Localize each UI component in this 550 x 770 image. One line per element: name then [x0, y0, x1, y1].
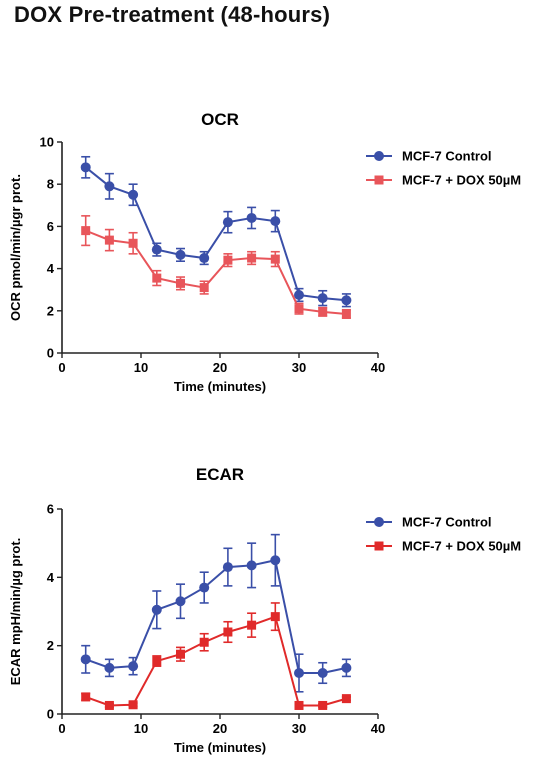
ecar-series-2-legend-label: MCF-7 + DOX 50µM [402, 539, 521, 554]
ocr-series-1-point [222, 217, 233, 228]
ocr-series-1-point [151, 244, 162, 255]
ocr-x-tick-label: 30 [292, 360, 306, 375]
ocr-series-2-point [294, 304, 304, 314]
ocr-series-1-point [317, 293, 328, 304]
ecar-series-1-point [151, 604, 162, 615]
ocr-y-tick-label: 2 [47, 303, 54, 318]
ecar-y-tick-label: 4 [47, 570, 55, 585]
ocr-series-1-point [175, 249, 186, 260]
ocr-series-2-point [176, 278, 185, 288]
ocr-series-2-point [270, 254, 280, 264]
ecar-series-2-point [104, 700, 114, 710]
ecar-series-1-line [85, 559, 347, 674]
ecar-y-tick-label: 2 [47, 638, 54, 653]
ecar-series-1-point [128, 661, 139, 672]
ocr-series-2-point [104, 235, 114, 245]
ocr-series-2-legend-marker [374, 175, 384, 185]
ocr-series-2-point [223, 255, 233, 265]
ocr-series-1-point [341, 295, 352, 306]
ecar-title: ECAR [196, 465, 244, 484]
ocr-y-tick-label: 8 [47, 177, 54, 192]
ecar-y-tick-label: 6 [47, 502, 54, 517]
ocr-x-axis-label: Time (minutes) [174, 379, 266, 394]
ocr-y-tick-label: 0 [47, 346, 54, 361]
ocr-series-2-point [318, 307, 328, 317]
ocr-series-1-point [199, 253, 210, 264]
page-title: DOX Pre-treatment (48-hours) [14, 2, 331, 27]
ecar-series-2-point [223, 627, 233, 637]
ecar-series-1-point [104, 662, 115, 673]
ecar-series-1-point [270, 555, 281, 566]
ecar-series-1-point [317, 668, 328, 678]
ocr-series-2-legend-label: MCF-7 + DOX 50µM [402, 173, 521, 188]
ecar-series-2-point [128, 700, 138, 710]
ocr-series-2-line [85, 229, 347, 315]
ecar-y-tick-label: 0 [47, 707, 54, 722]
ecar-series-1-point [80, 654, 91, 665]
ecar-series-1-legend-marker [374, 517, 384, 527]
ocr-x-tick-label: 0 [58, 360, 65, 375]
ocr-series-2-point [247, 253, 257, 263]
ocr-series-2-point [81, 226, 91, 236]
ocr-series-1-point [294, 289, 304, 300]
ecar-series-1-point [222, 562, 233, 573]
ocr-x-tick-label: 10 [134, 360, 148, 375]
ecar-x-tick-label: 0 [58, 721, 65, 736]
ecar-x-tick-label: 10 [134, 721, 148, 736]
ocr-series-2-point [341, 309, 351, 319]
ecar-y-axis-label: ECAR mpH/min/µg prot. [8, 538, 23, 686]
ocr-y-tick-label: 10 [40, 135, 54, 150]
ecar-series-2-point [270, 612, 280, 622]
ocr-series-1-point [246, 212, 257, 223]
ecar-series-2-point [247, 620, 257, 630]
ocr-series-2-point [152, 273, 162, 283]
ecar-chart: ECAR 0 2 4 6 0 10 20 30 40 Time (minutes) ECAR mpH/… [8, 465, 521, 755]
ecar-series-1-point [199, 582, 210, 593]
ocr-title: OCR [201, 110, 239, 129]
ecar-series-2-point [176, 649, 185, 659]
ocr-series-2-point [199, 283, 209, 293]
ocr-series-1-point [80, 162, 91, 173]
ocr-series-1-legend-marker [374, 151, 384, 161]
ecar-series-1-point [175, 596, 186, 607]
ecar-series-2-point [152, 656, 162, 666]
ocr-series-1-point [128, 189, 139, 200]
ocr-series-1-point [104, 181, 115, 192]
ecar-series-2-point [199, 637, 209, 647]
ecar-series-1-legend-label: MCF-7 Control [402, 515, 492, 530]
ecar-x-tick-label: 40 [371, 721, 385, 736]
ecar-series-1-point [341, 662, 352, 673]
ecar-series-2-legend-marker [374, 541, 384, 551]
ecar-series-2-point [81, 692, 91, 702]
ecar-series-2-line [85, 615, 347, 707]
ecar-x-tick-label: 30 [292, 721, 306, 736]
ecar-series-2-point [294, 700, 304, 710]
ocr-series-1-legend-label: MCF-7 Control [402, 149, 492, 164]
ocr-y-tick-label: 4 [47, 261, 55, 276]
ecar-series-1-point [246, 560, 257, 571]
ocr-x-tick-label: 40 [371, 360, 385, 375]
ocr-chart: OCR 0 2 4 6 8 10 0 10 20 30 40 Time (minutes) OCR pmo… [8, 110, 521, 394]
ecar-series-2-point [318, 700, 328, 710]
ocr-series-2-point [128, 238, 138, 248]
ocr-series-1-line [85, 166, 347, 302]
ecar-series-2-point [341, 694, 351, 704]
ocr-y-tick-label: 6 [47, 219, 54, 234]
ocr-series-1-point [270, 216, 281, 227]
ecar-series-1-point [294, 668, 304, 678]
ocr-x-tick-label: 20 [213, 360, 227, 375]
ocr-y-axis-label: OCR pmol/min/µgr prot. [8, 174, 23, 321]
ecar-x-tick-label: 20 [213, 721, 227, 736]
ecar-x-axis-label: Time (minutes) [174, 740, 266, 755]
